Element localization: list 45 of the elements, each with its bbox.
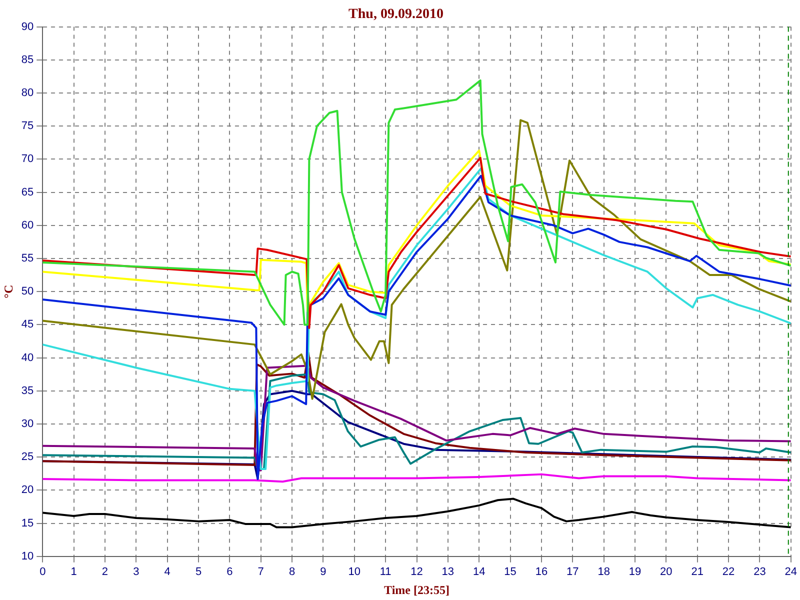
x-tick-label: 14 (472, 566, 486, 578)
x-tick-label: 10 (348, 566, 361, 578)
x-tick-label: 18 (598, 566, 610, 578)
x-tick-label: 23 (754, 566, 766, 578)
y-tick-label: 60 (21, 219, 34, 232)
x-tick-label: 15 (504, 566, 516, 578)
x-tick-label: 6 (226, 566, 233, 578)
x-tick-label: 19 (628, 566, 642, 578)
x-tick-label: 1 (70, 566, 77, 578)
y-tick-label: 65 (21, 186, 34, 198)
x-tick-label: 20 (660, 566, 672, 578)
x-tick-label: 22 (722, 566, 735, 578)
y-tick-label: 90 (21, 20, 34, 33)
x-tick-label: 3 (133, 566, 140, 578)
x-tick-label: 8 (288, 566, 296, 578)
x-tick-label: 13 (442, 566, 454, 578)
y-tick-label: 10 (21, 550, 34, 562)
x-tick-label: 16 (535, 566, 548, 578)
y-tick-label: 15 (21, 517, 34, 530)
x-tick-label: 24 (784, 566, 798, 578)
x-tick-label: 21 (691, 566, 704, 578)
x-tick-label: 17 (566, 566, 579, 578)
y-tick-label: 20 (21, 484, 34, 496)
y-tick-label: 30 (21, 418, 34, 430)
y-tick-label: 75 (21, 120, 34, 132)
x-tick-label: 11 (380, 566, 392, 578)
y-tick-label: 85 (21, 54, 34, 66)
y-tick-label: 40 (21, 352, 34, 364)
x-tick-label: 12 (410, 566, 423, 578)
x-axis-title: Time [23:55] (384, 582, 450, 597)
x-tick-label: 9 (320, 566, 326, 578)
y-tick-label: 55 (21, 252, 34, 265)
y-tick-label: 70 (21, 153, 34, 166)
x-tick-label: 5 (195, 566, 202, 578)
y-tick-label: 25 (21, 451, 34, 464)
chart-title: Thu, 09.09.2010 (348, 7, 444, 22)
x-tick-label: 2 (102, 566, 108, 578)
x-tick-label: 4 (164, 566, 170, 578)
y-tick-label: 35 (21, 384, 34, 397)
x-tick-label: 7 (258, 566, 264, 578)
y-tick-label: 80 (21, 87, 34, 100)
y-axis-title: °C (1, 284, 16, 298)
y-tick-label: 50 (21, 286, 34, 298)
x-tick-label: 0 (40, 566, 46, 578)
y-tick-label: 45 (21, 318, 34, 331)
